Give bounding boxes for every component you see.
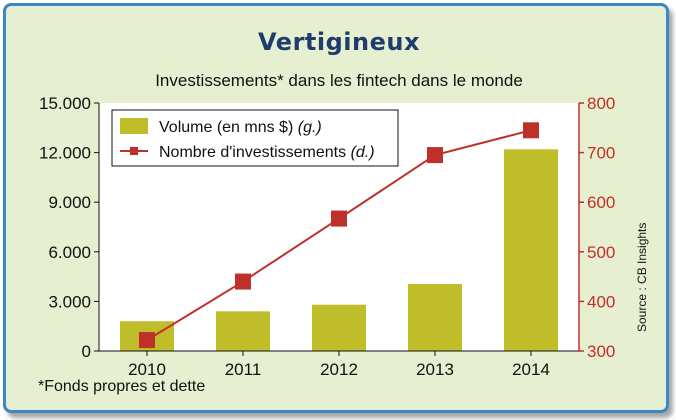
right-tick-label: 700 [587,144,615,163]
x-tick-label: 2014 [512,360,550,379]
legend-line-label: Nombre d'investissements [159,144,346,161]
source-label: Source : CB Insights [635,223,649,332]
right-tick-label: 400 [587,292,615,311]
chart-subtitle: Investissements* dans les fintech dans l… [155,71,523,90]
left-tick-label: 0 [82,342,91,361]
bar-2014 [504,149,558,351]
x-tick-label: 2011 [225,360,262,379]
right-tick-label: 300 [587,342,615,361]
marker-2010 [139,332,155,349]
right-tick-label: 500 [587,243,615,262]
bar-2013 [408,284,462,351]
svg-text:Nombre d'investissements (d.): Nombre d'investissements (d.) [159,144,375,161]
legend-line-marker [130,147,138,155]
chart-plot: 0 3.000 6.000 9.000 12.000 15.000 300 400 500 60… [39,94,649,379]
left-tick-label: 6.000 [48,243,91,262]
chart-title: Vertigineux [258,28,420,56]
legend-bar-note: (g.) [298,119,322,136]
x-tick-label: 2010 [128,360,166,379]
legend-bar-swatch [120,118,148,134]
right-tick-label: 800 [587,94,615,113]
right-tick-label: 600 [587,193,615,212]
legend: Volume (en mns $) (g.) Nombre d'investis… [111,109,399,167]
chart-frame: Vertigineux Investissements* dans les fi… [3,3,669,413]
svg-text:Volume (en mns $) (g.): Volume (en mns $) (g.) [159,119,322,136]
left-tick-label: 9.000 [48,193,91,212]
x-tick-label: 2013 [416,360,454,379]
marker-2011 [235,273,251,290]
left-tick-label: 12.000 [39,144,91,163]
marker-2014 [523,122,539,139]
legend-box [111,109,399,167]
marker-2012 [331,210,347,227]
legend-line-note: (d.) [351,144,375,161]
x-tick-label: 2012 [320,360,358,379]
bar-2012 [312,304,366,351]
left-tick-label: 15.000 [39,94,91,113]
marker-2013 [427,147,443,164]
footnote: *Fonds propres et dette [38,378,206,395]
bar-2011 [216,311,270,351]
left-tick-label: 3.000 [48,292,91,311]
legend-bar-label: Volume (en mns $) [159,119,293,136]
